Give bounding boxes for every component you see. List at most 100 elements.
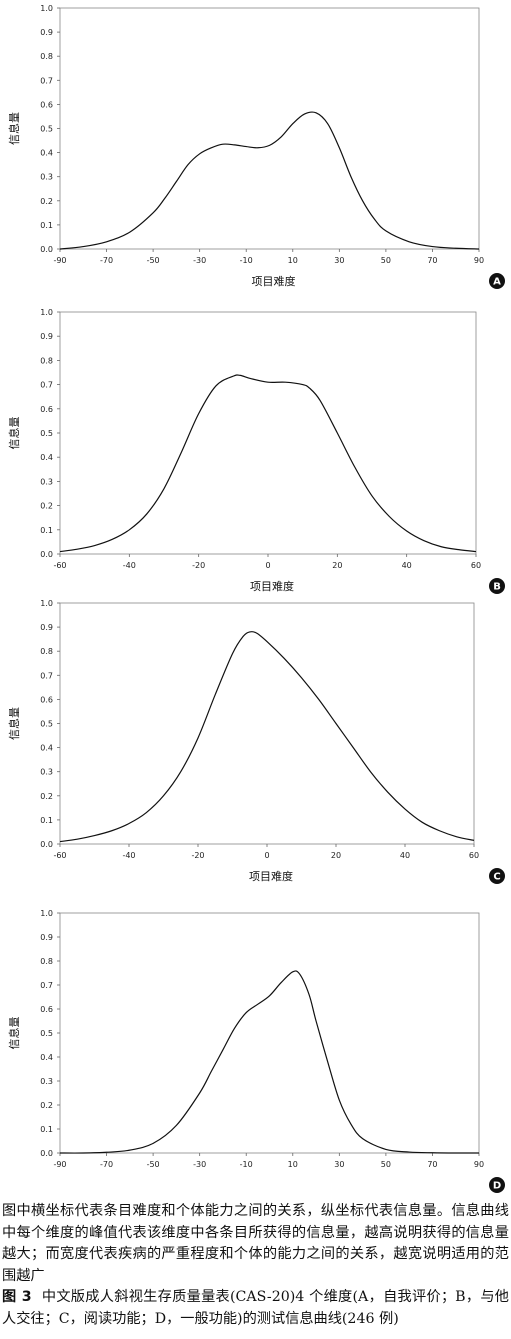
x-tick-label: -90 — [53, 1160, 66, 1169]
x-tick-label: -10 — [240, 1160, 253, 1169]
x-tick-label: 60 — [469, 851, 479, 860]
panel-badge — [489, 273, 505, 289]
panel-badge — [489, 1177, 505, 1193]
y-tick-label: 0.8 — [40, 52, 53, 61]
x-tick-label: -50 — [147, 1160, 160, 1169]
x-tick-label: -30 — [193, 256, 206, 265]
y-tick-label: 0.3 — [40, 1077, 53, 1086]
x-axis-title: 项目难度 — [252, 274, 296, 288]
x-tick-label: -60 — [53, 561, 66, 570]
y-tick-label: 0.4 — [40, 1053, 53, 1062]
figure-label: 图 3 — [2, 1289, 32, 1305]
x-tick-label: 20 — [331, 851, 341, 860]
chart-panel-b: 0.0 0.1 0.2 0.3 0.4 0.5 0.6 0.7 0.8 0.9 1.0 -60 -40 -… — [0, 300, 511, 595]
x-tick-label: 10 — [288, 1160, 298, 1169]
information-curve — [59, 111, 480, 250]
y-tick-label: 0.7 — [40, 381, 53, 390]
x-tick-label: 0 — [264, 851, 269, 860]
y-tick-label: 0.5 — [40, 720, 53, 729]
x-tick-label: 50 — [381, 1160, 391, 1169]
y-axis-title: 信息量 — [7, 1017, 21, 1050]
y-tick-label: 0.4 — [40, 149, 53, 158]
panel-badge-letter: C — [493, 872, 500, 883]
y-tick-label: 0.8 — [40, 647, 53, 656]
panel-badge — [489, 578, 505, 594]
y-tick-label: 0.0 — [40, 840, 53, 849]
y-tick-label: 0.8 — [40, 957, 53, 966]
panel-badge — [489, 868, 505, 884]
x-tick-label: 30 — [334, 1160, 344, 1169]
y-tick-label: 0.2 — [40, 1101, 53, 1110]
caption-note: 图中横坐标代表条目难度和个体能力之间的关系，纵坐标代表信息量。信息曲线中每个维度… — [2, 1203, 509, 1284]
x-tick-label: 20 — [332, 561, 342, 570]
y-tick-label: 0.7 — [40, 76, 53, 85]
x-tick-label: 0 — [265, 561, 270, 570]
panel-badge-letter: A — [493, 277, 501, 288]
y-tick-label: 0.5 — [40, 125, 53, 134]
information-curve — [59, 970, 480, 1154]
figure-title: 中文版成人斜视生存质量量表(CAS-20)4 个维度(A，自我评价；B，与他人交… — [2, 1289, 509, 1327]
y-tick-label: 0.4 — [40, 453, 53, 462]
chart-svg: 0.0 0.1 0.2 0.3 0.4 0.5 0.6 0.7 0.8 0.9 1.0 -60 -40 -… — [7, 308, 505, 594]
x-tick-label: 70 — [427, 1160, 437, 1169]
y-tick-label: 0.0 — [40, 550, 53, 559]
y-tick-label: 1.0 — [40, 308, 53, 317]
caption-title-line: 图 3 中文版成人斜视生存质量量表(CAS-20)4 个维度(A，自我评价；B，与… — [2, 1287, 509, 1330]
x-tick-label: -40 — [122, 851, 135, 860]
y-tick-label: 0.2 — [40, 792, 53, 801]
x-tick-label: -60 — [53, 851, 66, 860]
x-axis-title: 项目难度 — [249, 869, 293, 883]
x-tick-label: 40 — [400, 851, 410, 860]
y-tick-label: 0.4 — [40, 744, 53, 753]
y-tick-label: 0.2 — [40, 197, 53, 206]
plot-frame — [59, 602, 475, 845]
y-tick-label: 0.9 — [40, 933, 53, 942]
y-tick-label: 0.6 — [40, 100, 53, 109]
chart-panel-a: 0.0 0.1 0.2 0.3 0.4 0.5 0.6 0.7 0.8 0.9 1.0 -90 -70 -… — [0, 0, 511, 300]
panel-badge-letter: B — [493, 582, 501, 593]
x-tick-label: 40 — [402, 561, 412, 570]
x-tick-label: -20 — [192, 561, 205, 570]
x-tick-label: 50 — [381, 256, 391, 265]
x-tick-label: -50 — [147, 256, 160, 265]
y-tick-label: 0.5 — [40, 1029, 53, 1038]
y-tick-label: 0.3 — [40, 173, 53, 182]
y-tick-label: 0.3 — [40, 768, 53, 777]
y-tick-label: 0.7 — [40, 671, 53, 680]
information-curve — [59, 374, 477, 553]
figure-caption: 图中横坐标代表条目难度和个体能力之间的关系，纵坐标代表信息量。信息曲线中每个维度… — [0, 1201, 511, 1339]
y-tick-label: 0.1 — [40, 221, 53, 230]
chart-svg: 0.0 0.1 0.2 0.3 0.4 0.5 0.6 0.7 0.8 0.9 1.0 -60 -40 -… — [7, 599, 505, 884]
y-tick-label: 0.1 — [40, 526, 53, 535]
plot-frame — [59, 912, 480, 1154]
y-tick-label: 0.2 — [40, 502, 53, 511]
y-axis-title: 信息量 — [7, 417, 21, 450]
chart-svg: 0.0 0.1 0.2 0.3 0.4 0.5 0.6 0.7 0.8 0.9 1.0 -90 -70 -… — [7, 909, 505, 1193]
x-axis-title: 项目难度 — [250, 579, 294, 593]
x-tick-label: 90 — [474, 256, 484, 265]
chart-panel-c: 0.0 0.1 0.2 0.3 0.4 0.5 0.6 0.7 0.8 0.9 1.0 -60 -40 -… — [0, 595, 511, 888]
y-tick-label: 0.6 — [40, 405, 53, 414]
x-tick-label: 60 — [471, 561, 481, 570]
chart-svg: 0.0 0.1 0.2 0.3 0.4 0.5 0.6 0.7 0.8 0.9 1.0 -90 -70 -… — [7, 4, 505, 289]
information-curve — [59, 631, 475, 843]
y-tick-label: 0.9 — [40, 28, 53, 37]
plot-frame — [59, 7, 480, 250]
chart-panel-d: 0.0 0.1 0.2 0.3 0.4 0.5 0.6 0.7 0.8 0.9 1.0 -90 -70 -… — [0, 888, 511, 1201]
y-tick-label: 0.8 — [40, 356, 53, 365]
x-tick-label: -40 — [123, 561, 136, 570]
y-tick-label: 0.0 — [40, 1149, 53, 1158]
y-tick-label: 1.0 — [40, 4, 53, 13]
y-tick-label: 0.6 — [40, 695, 53, 704]
x-tick-label: 10 — [288, 256, 298, 265]
y-tick-label: 0.1 — [40, 816, 53, 825]
x-tick-label: -90 — [53, 256, 66, 265]
y-tick-label: 1.0 — [40, 599, 53, 608]
x-tick-label: -20 — [191, 851, 204, 860]
y-tick-label: 0.9 — [40, 623, 53, 632]
plot-frame — [59, 311, 477, 555]
panel-badge-letter: D — [493, 1181, 501, 1192]
y-tick-label: 0.9 — [40, 332, 53, 341]
y-tick-label: 0.5 — [40, 429, 53, 438]
